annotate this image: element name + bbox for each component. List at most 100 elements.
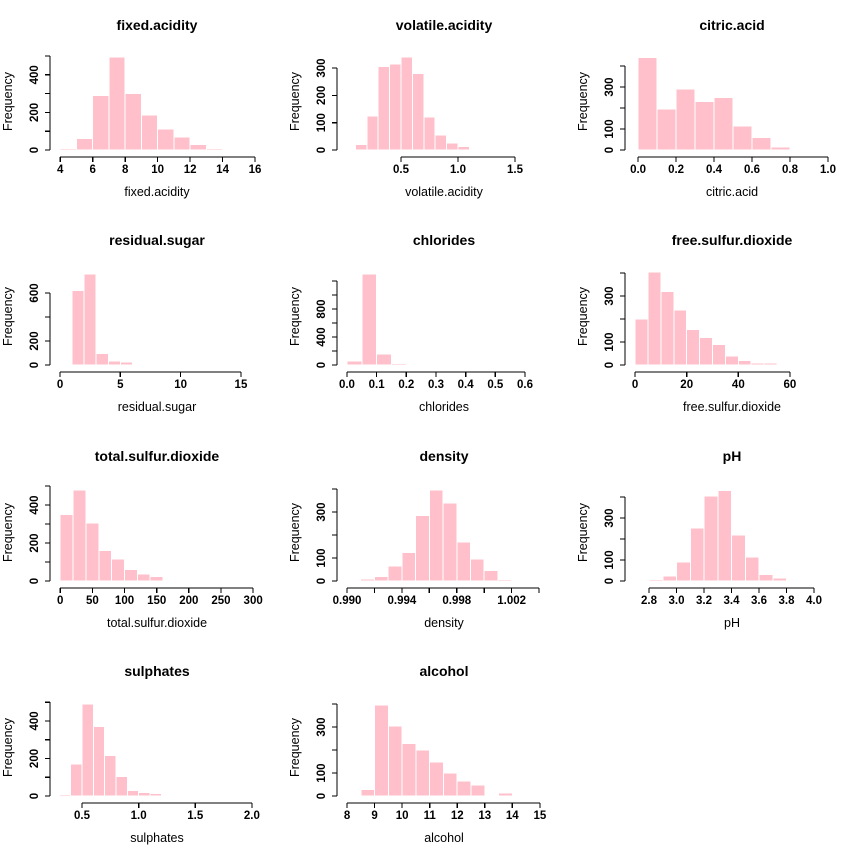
bar [401,551,417,582]
y-tick-label: 0 [316,793,328,799]
x-tick-label: 4.0 [806,595,822,607]
y-tick-label: 300 [316,502,328,521]
bar [497,579,513,582]
x-axis-label: pH [724,616,740,630]
bars [637,57,791,151]
y-tick-label: 100 [604,550,616,569]
x-tick-label: 0.0 [339,379,355,391]
x-tick-label: 0 [632,379,638,391]
bar [98,550,113,582]
x-tick-label: 0.5 [393,164,410,176]
bar [115,775,128,797]
bar [149,575,164,582]
bar [498,792,513,797]
x-tick-label: 3.2 [696,595,712,607]
bar [138,792,151,797]
bar [744,556,760,582]
bar [724,355,739,366]
x-tick-label: 0 [57,379,63,391]
bar [92,94,110,151]
y-axis-label: Frequency [288,71,302,131]
y-axis-label: Frequency [576,286,590,346]
bar [415,749,431,797]
x-tick-label: 250 [211,595,230,607]
y-axis-label: Frequency [1,502,15,562]
y-tick-label: 0 [29,578,41,584]
x-axis-label: chlorides [419,400,469,414]
bar [411,72,425,151]
bar [75,138,94,151]
x-tick-label: 0.5 [487,379,504,391]
y-axis-label: Frequency [288,286,302,346]
bars [71,273,158,366]
y-tick-label: 400 [29,711,41,730]
bar [387,725,403,797]
y-tick-label: 0 [29,793,41,799]
bar [662,575,678,582]
bar [205,147,224,151]
bar [126,789,140,797]
histogram-total-sulfur-dioxide: 0 50 100 150 200 250 300 0 200 400 total.sulfur.di… [1,448,263,630]
y-tick-label: 0 [29,147,41,153]
y-axis-label: Frequency [288,502,302,562]
x-tick-label: 14 [216,164,229,176]
histogram-sulphates: 0.5 1.0 1.5 2.0 0 200 400 sulphates sulphates Fre… [1,663,260,845]
bar [390,362,407,366]
bar [428,489,444,582]
bar [377,66,391,151]
y-tick-label: 800 [316,299,328,318]
y-axis: 0 100 300 [604,496,626,584]
x-tick-label: 50 [86,595,99,607]
x-tick-label: 1.5 [187,810,204,822]
y-tick-label: 200 [29,749,41,768]
bar [470,784,486,797]
bar [456,541,471,582]
bar [434,134,448,151]
bar [456,780,472,797]
bar [389,63,402,151]
x-tick-label: 11 [424,810,437,822]
bar [157,128,175,151]
x-axis-label: fixed.acidity [124,185,190,199]
x-tick-label: 1.002 [497,595,526,607]
x-tick-label: 0.1 [369,379,386,391]
bar [346,360,363,366]
histogram-alcohol: 8 9 10 11 12 13 14 15 0 100 300 alcohol alcohol Frequ… [288,663,547,845]
histogram-residual-sugar: 0 5 10 15 0 200 600 residual.sugar residual.suga… [1,232,248,414]
bar [415,514,430,582]
bars [354,56,470,151]
x-tick-label: 4 [57,164,64,176]
chart-title: pH [723,448,742,464]
y-tick-label: 0 [604,578,616,584]
bar [772,577,788,582]
x-axis-label: density [424,616,464,630]
x-axis-label: alcohol [424,831,464,845]
histogram-free-sulfur-dioxide: 0 20 40 60 0 100 300 free.sulfur.dioxide free.su… [576,232,796,414]
x-tick-label: 15 [235,379,248,391]
x-tick-label: 8 [344,810,351,822]
bar [484,794,500,797]
x-tick-label: 0.2 [398,379,414,391]
x-tick-label: 0.0 [630,164,646,176]
x-tick-label: 3.6 [751,595,767,607]
bar [483,570,499,582]
x-tick-label: 0.998 [442,595,471,607]
x-tick-label: 1.0 [131,810,147,822]
bar [107,360,121,366]
bars [59,489,164,582]
bar [136,573,151,582]
bar [189,144,207,151]
y-tick-label: 300 [316,717,328,736]
bar [360,789,376,797]
bar [374,704,389,797]
bar [124,93,142,151]
bar [83,273,97,366]
bar [92,726,106,797]
bar [524,579,540,582]
x-axis: 0.0 0.2 0.4 0.6 0.8 1.0 [630,156,836,176]
histogram-density: 0.990 0.994 0.998 1.002 0 100 300 density densit… [288,448,540,630]
y-axis-label: Frequency [576,71,590,131]
bar [637,57,658,151]
bar [111,558,126,582]
chart-title: volatile.acidity [396,17,493,33]
